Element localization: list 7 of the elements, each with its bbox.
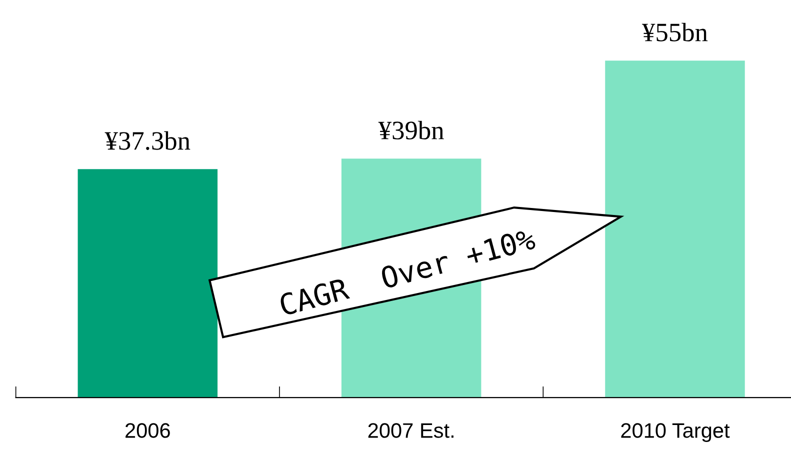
x-tick-label: 2010 Target — [621, 423, 730, 442]
annotation: CAGR Over +10% — [278, 227, 536, 316]
data-label: ¥55bn — [642, 22, 708, 42]
x-tick-label: 2006 — [126, 423, 170, 438]
x-tick-label: 2007 Est. — [368, 423, 454, 438]
data-label: ¥39bn — [378, 120, 444, 140]
data-label: ¥37.3bn — [104, 131, 190, 150]
